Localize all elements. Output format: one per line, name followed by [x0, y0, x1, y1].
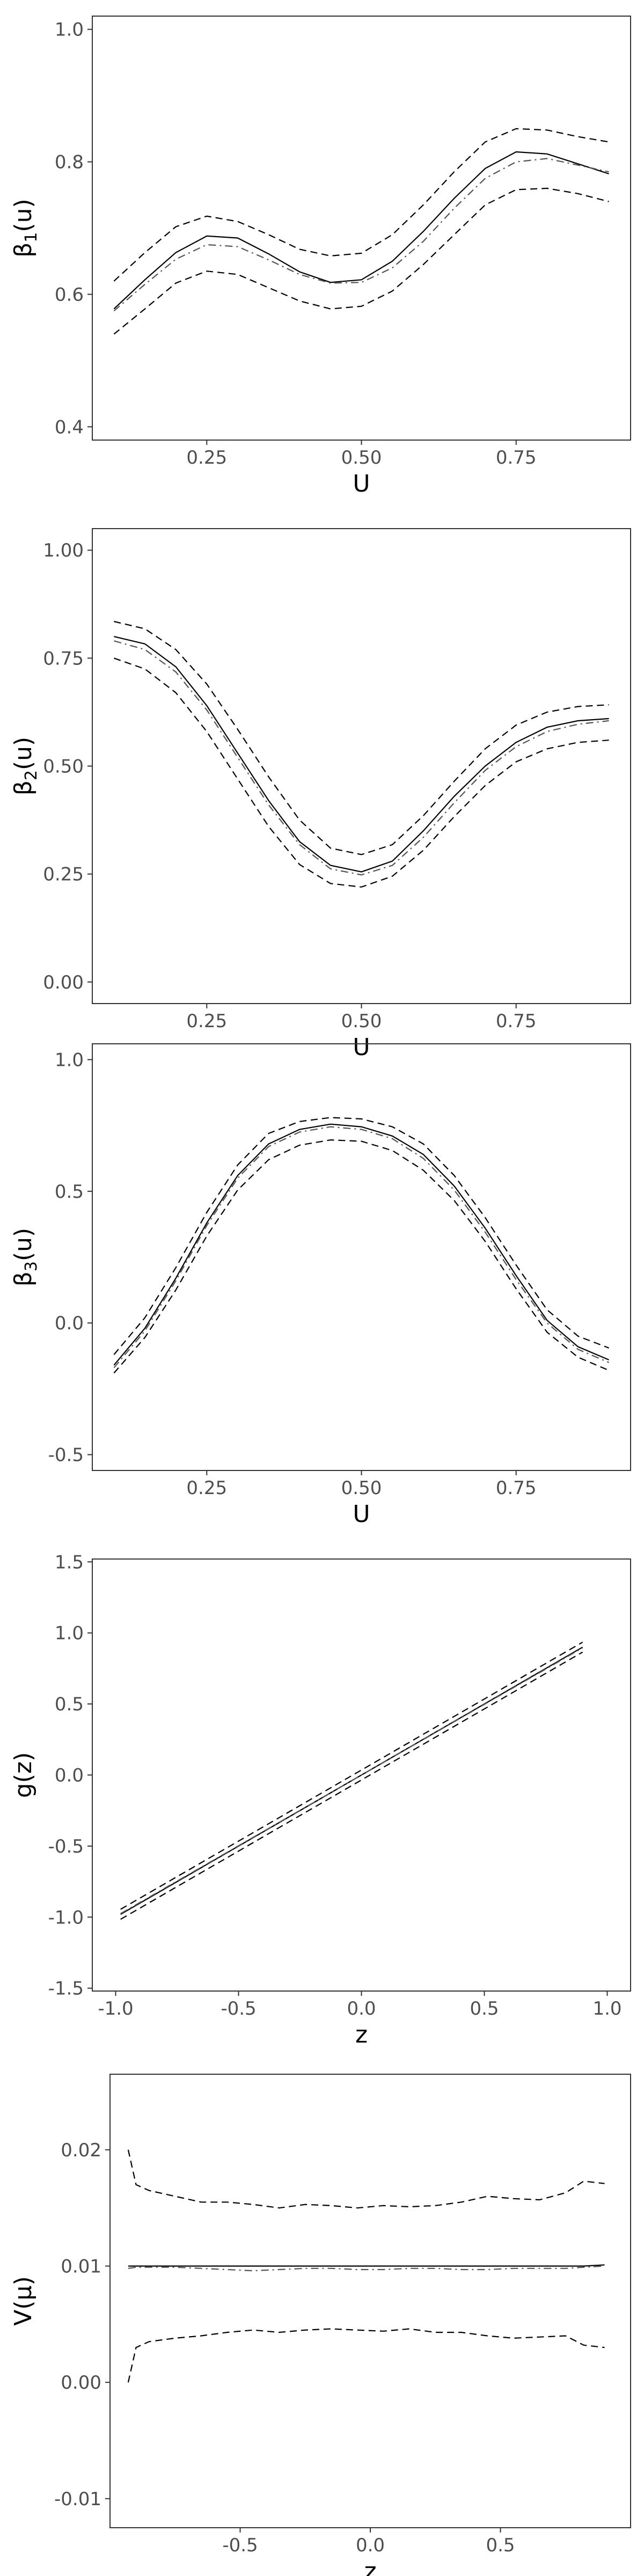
- series-line-dashdot-2: [120, 1647, 583, 1914]
- x-tick-label: 0.50: [341, 1011, 382, 1032]
- y-tick-label: -0.01: [54, 2489, 101, 2510]
- x-tick-label: 0.50: [341, 447, 382, 469]
- x-tick-label: 0.50: [341, 1477, 382, 1499]
- y-axis-title-suffix: (u): [10, 737, 37, 770]
- x-tick-label: 0.75: [496, 447, 537, 469]
- x-tick-label: 0.25: [186, 1011, 227, 1032]
- series-line-dashdot-2: [114, 640, 609, 876]
- y-tick-label: 0.00: [61, 2372, 101, 2394]
- panel-3: 0.25 0.50 0.75 -0.5 0.0 0.5 1.0 Uβ3(u): [10, 1043, 631, 1528]
- series-line-dashed-3: [113, 1117, 609, 1355]
- panel-2: 0.25 0.50 0.75 0.00 0.25 0.50 0.75 1.00 Uβ2(u): [10, 528, 631, 1061]
- y-tick-label: 0.25: [43, 864, 84, 885]
- y-tick-label: 0.00: [43, 972, 84, 993]
- y-tick-label: 0.4: [55, 416, 84, 438]
- series-line-dashed-4: [127, 2328, 605, 2383]
- series-line-dashed-4: [114, 657, 609, 888]
- y-tick-label: 1.5: [55, 1552, 84, 1573]
- y-axis-title-subscript: 1: [22, 232, 41, 243]
- x-tick-label: 0.75: [496, 1477, 537, 1499]
- panel-border: [92, 16, 631, 441]
- y-tick-label: 0.0: [55, 1313, 84, 1334]
- x-tick-label: 0.25: [186, 1477, 227, 1499]
- x-tick-label: 0.0: [347, 1998, 376, 2019]
- x-axis-title: U: [353, 470, 370, 497]
- panel-5: -0.5 0.0 0.5 -0.01 0.00 0.01 0.02 z V(μ): [10, 2074, 631, 2576]
- panel-border: [109, 2074, 631, 2528]
- y-axis-title: β2(u): [10, 737, 41, 795]
- x-tick-label: -1.0: [98, 1998, 133, 2019]
- x-tick-label: 0.5: [470, 1998, 499, 2019]
- y-axis-title: β1(u): [10, 199, 41, 257]
- series-line-dashdot-2: [113, 158, 609, 312]
- panel-border: [92, 528, 631, 1004]
- y-axis-title: g(z): [10, 1752, 37, 1798]
- panel-1: 0.25 0.50 0.75 0.4 0.6 0.8 1.0 Uβ1(u): [10, 16, 631, 497]
- y-tick-label: 0.02: [61, 2140, 101, 2161]
- series-line-dashed-3: [120, 1641, 583, 1910]
- y-tick-label: 0.5: [55, 1181, 84, 1203]
- x-tick-label: 0.5: [486, 2535, 515, 2556]
- y-tick-label: 0.5: [55, 1694, 84, 1715]
- y-axis-title-main: g(z): [10, 1752, 37, 1798]
- y-axis-title-subscript: 2: [22, 770, 41, 780]
- y-axis-title-main: β: [10, 1271, 37, 1286]
- y-axis-title-main: β: [10, 243, 37, 258]
- y-axis-title-main: β: [10, 780, 37, 795]
- x-axis-title: z: [355, 2021, 368, 2048]
- x-tick-label: 0.75: [496, 1011, 537, 1032]
- x-axis-title: U: [353, 1501, 370, 1528]
- y-axis-title: β3(u): [10, 1228, 41, 1286]
- y-tick-label: 1.0: [55, 19, 84, 41]
- y-tick-label: 0.8: [55, 152, 84, 173]
- y-tick-label: 0.0: [55, 1765, 84, 1787]
- x-tick-label: -0.5: [222, 2535, 258, 2556]
- x-tick-label: 0.25: [186, 447, 227, 469]
- y-tick-label: 0.01: [61, 2256, 101, 2278]
- x-tick-label: 1.0: [592, 1998, 621, 2019]
- x-axis-title: z: [364, 2558, 376, 2576]
- y-axis-title-subscript: 3: [22, 1261, 41, 1271]
- y-axis-title: V(μ): [10, 2276, 37, 2325]
- panel-4: -1.0 -0.5 0.0 0.5 1.0 -1.5 -1.0 -0.5 0.0 0.5 1.0 1.…: [10, 1552, 631, 2048]
- y-tick-label: 0.75: [43, 648, 84, 669]
- panel-border: [92, 1043, 631, 1471]
- x-tick-label: 0.0: [356, 2535, 385, 2556]
- series-line-dashdot-2: [113, 1126, 610, 1368]
- series-line-solid-1: [113, 1123, 610, 1366]
- x-axis-title: U: [353, 1034, 370, 1061]
- series-line-dashed-3: [114, 620, 609, 855]
- series-line-solid-1: [114, 636, 609, 873]
- series-line-dashed-4: [113, 1139, 610, 1374]
- y-tick-label: 0.6: [55, 284, 84, 305]
- y-tick-label: 1.0: [55, 1623, 84, 1644]
- series-line-dashed-4: [120, 1651, 583, 1920]
- x-tick-label: -0.5: [221, 1998, 256, 2019]
- series-line-dashed-3: [127, 2149, 605, 2209]
- y-axis-title-main: V(μ): [10, 2276, 37, 2325]
- series-line-dashdot-2: [128, 2265, 605, 2272]
- y-tick-label: -0.5: [48, 1445, 84, 1466]
- y-tick-label: 0.50: [43, 756, 84, 778]
- y-axis-title-suffix: (u): [10, 1228, 37, 1261]
- y-axis-title-suffix: (u): [10, 199, 37, 232]
- y-tick-label: 1.00: [43, 540, 84, 561]
- y-tick-label: -0.5: [48, 1836, 84, 1857]
- y-tick-label: -1.5: [48, 1978, 84, 2000]
- series-line-solid-1: [128, 2264, 605, 2267]
- y-tick-label: -1.0: [48, 1907, 84, 1928]
- series-line-dashed-4: [113, 187, 609, 335]
- series-line-dashed-3: [113, 128, 609, 282]
- y-tick-label: 1.0: [55, 1049, 84, 1071]
- series-line-solid-1: [113, 151, 609, 310]
